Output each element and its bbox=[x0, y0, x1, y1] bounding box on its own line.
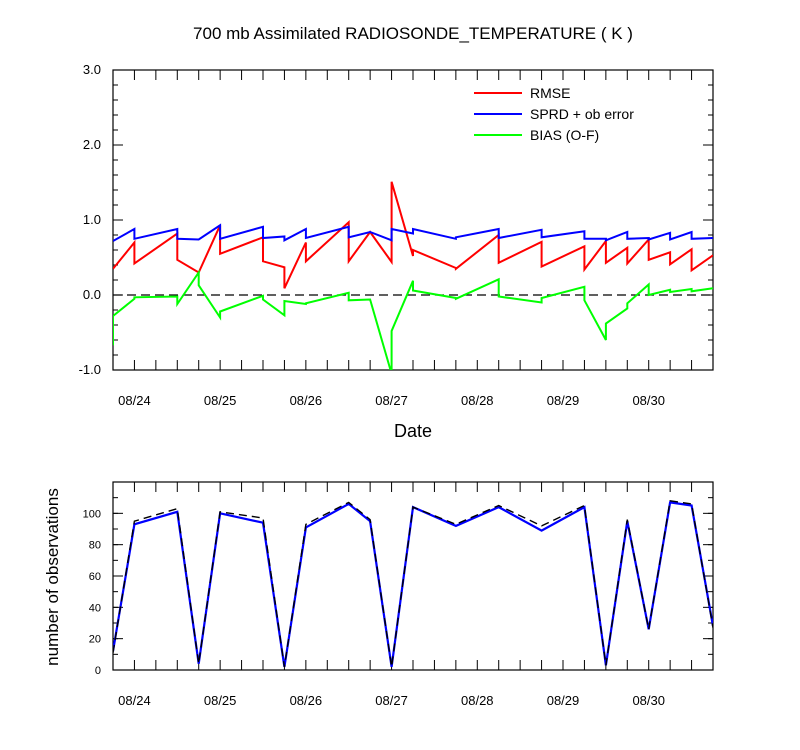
series-group bbox=[113, 500, 713, 668]
x-tick-label: 08/25 bbox=[204, 393, 237, 408]
x-tick-label: 08/28 bbox=[461, 693, 494, 708]
legend-label: BIAS (O-F) bbox=[530, 127, 599, 143]
series-line-sprd-ob-error bbox=[113, 223, 713, 242]
y-tick-label: -1.0 bbox=[79, 362, 101, 377]
legend: RMSE SPRD + ob error BIAS (O-F) bbox=[474, 85, 634, 143]
legend-label: RMSE bbox=[530, 85, 570, 101]
y-tick-label: 60 bbox=[89, 571, 101, 583]
x-tick-label: 08/26 bbox=[290, 393, 323, 408]
top-chart: -1.0 0.0 1.0 2.0 3.0 08/24 08/25 08/26 08/27 08/2… bbox=[79, 62, 714, 408]
x-tick-label: 08/30 bbox=[632, 393, 665, 408]
x-tick-label: 08/24 bbox=[118, 393, 151, 408]
y-axis-label-observations: number of observations bbox=[43, 488, 62, 666]
y-tick-label: 0 bbox=[95, 665, 101, 677]
x-tick-label: 08/25 bbox=[204, 693, 237, 708]
x-tick-label: 08/26 bbox=[290, 693, 323, 708]
x-tick-label: 08/30 bbox=[632, 693, 665, 708]
y-tick-label: 1.0 bbox=[83, 212, 101, 227]
legend-label: SPRD + ob error bbox=[530, 106, 634, 122]
series-group bbox=[113, 181, 713, 370]
y-tick-label: 40 bbox=[89, 602, 101, 614]
x-tick-label: 08/28 bbox=[461, 393, 494, 408]
bottom-chart: 0 20 40 60 80 100 08/24 08/25 08/26 08/27 08/28 08/… bbox=[83, 481, 714, 708]
x-tick-label: 08/24 bbox=[118, 693, 151, 708]
y-tick-label: 3.0 bbox=[83, 62, 101, 77]
chart-title: 700 mb Assimilated RADIOSONDE_TEMPERATUR… bbox=[193, 24, 633, 43]
x-tick-label: 08/29 bbox=[547, 393, 580, 408]
y-tick-label: 0.0 bbox=[83, 287, 101, 302]
x-tick-label: 08/29 bbox=[547, 693, 580, 708]
y-tick-label: 100 bbox=[83, 508, 101, 520]
series-line-observations-solid bbox=[113, 501, 713, 668]
y-tick-label: 80 bbox=[89, 540, 101, 552]
series-line-observations-dashed bbox=[113, 500, 713, 668]
series-line-rmse bbox=[113, 181, 713, 289]
x-axis-label: Date bbox=[394, 421, 432, 441]
y-tick-label: 20 bbox=[89, 634, 101, 646]
x-tick-label: 08/27 bbox=[375, 693, 408, 708]
series-line-bias-o-f bbox=[113, 269, 713, 370]
y-tick-label: 2.0 bbox=[83, 137, 101, 152]
x-tick-label: 08/27 bbox=[375, 393, 408, 408]
